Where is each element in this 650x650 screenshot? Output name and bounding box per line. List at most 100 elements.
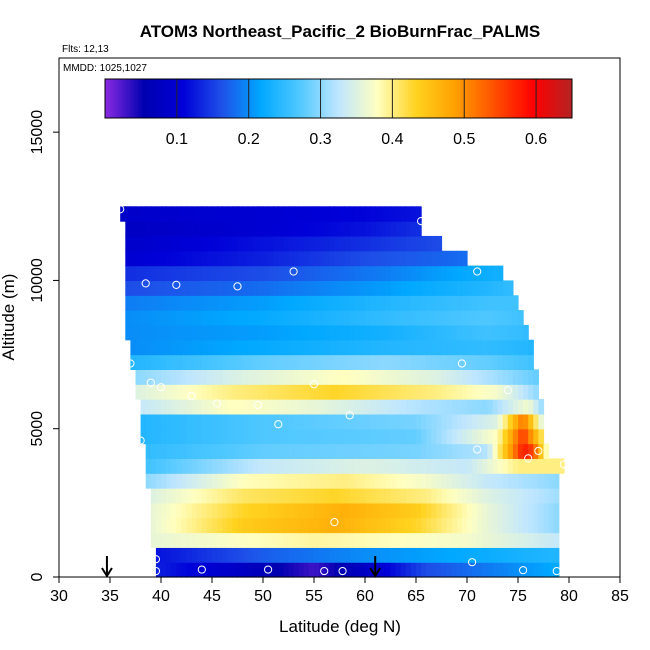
heatmap-cell: [349, 532, 356, 548]
heatmap-cell: [176, 399, 182, 415]
heatmap-cell: [166, 488, 172, 504]
heatmap-cell: [451, 295, 458, 311]
heatmap-cell: [410, 502, 417, 519]
heatmap-cell: [155, 250, 162, 267]
heatmap-cell: [339, 562, 346, 578]
heatmap-cell: [492, 502, 499, 519]
y-tick-label: 15000: [29, 110, 46, 155]
heatmap-cell: [395, 384, 402, 400]
heatmap-cell: [441, 369, 448, 385]
heatmap-cell: [365, 502, 371, 519]
x-tick-label: 85: [611, 588, 629, 605]
heatmap-cell: [242, 206, 249, 222]
heatmap-cell: [329, 310, 335, 326]
heatmap-cell: [370, 221, 376, 237]
heatmap-cell: [533, 369, 539, 385]
heatmap-cell: [212, 473, 218, 489]
heatmap-cell: [492, 354, 499, 370]
heatmap-cell: [461, 532, 468, 548]
heatmap-row: [130, 354, 534, 370]
heatmap-cell: [436, 250, 443, 267]
heatmap-cell: [217, 206, 223, 222]
heatmap-cell: [467, 384, 473, 400]
heatmap-cell: [217, 310, 223, 326]
heatmap-cell: [431, 413, 437, 430]
heatmap-cell: [426, 428, 432, 445]
heatmap-cell: [206, 443, 213, 459]
heatmap-cell: [441, 265, 448, 282]
heatmap-cell: [507, 473, 514, 489]
heatmap-cell: [303, 517, 310, 534]
heatmap-cell: [446, 443, 453, 459]
heatmap-cell: [278, 502, 284, 519]
heatmap-cell: [252, 339, 259, 356]
heatmap-cell: [395, 473, 402, 489]
heatmap-cell: [293, 443, 300, 459]
heatmap-cell: [370, 502, 376, 519]
heatmap-cell: [181, 310, 188, 326]
heatmap-cell: [150, 250, 157, 267]
heatmap-cell: [201, 428, 208, 445]
heatmap-cell: [339, 369, 346, 385]
heatmap-cell: [349, 221, 356, 237]
heatmap-cell: [166, 458, 172, 474]
heatmap-cell: [329, 458, 335, 474]
heatmap-cell: [303, 532, 310, 548]
heatmap-cell: [390, 310, 397, 326]
heatmap-cell: [507, 517, 514, 534]
heatmap-cell: [196, 310, 203, 326]
heatmap-cell: [263, 221, 269, 237]
heatmap-cell: [298, 547, 305, 563]
plot-frame: [58, 57, 621, 578]
heatmap-cell: [293, 488, 300, 504]
heatmap-cell: [217, 339, 223, 356]
heatmap-cell: [349, 562, 356, 578]
heatmap-cell: [140, 324, 147, 341]
heatmap-cell: [380, 339, 386, 356]
heatmap-cell: [375, 517, 381, 534]
heatmap-cell: [273, 562, 279, 578]
heatmap-cell: [416, 562, 422, 578]
heatmap-cell: [171, 473, 177, 489]
heatmap-cell: [502, 547, 509, 563]
heatmap-cell: [319, 488, 325, 504]
heatmap-cell: [201, 502, 208, 519]
heatmap-cell: [314, 221, 320, 237]
flights-label: Flts: 12,13: [62, 44, 109, 55]
heatmap-cell: [176, 458, 182, 474]
heatmap-cell: [150, 502, 157, 519]
colorbar-tick-label: 0.6: [525, 131, 547, 148]
heatmap-cell: [293, 369, 300, 385]
heatmap-cell: [334, 265, 341, 282]
heatmap-cell: [528, 354, 534, 370]
heatmap-cell: [191, 562, 198, 578]
heatmap-cell: [150, 384, 157, 400]
heatmap-cell: [441, 295, 448, 311]
heatmap-cell: [349, 206, 356, 222]
heatmap-cell: [512, 413, 519, 430]
heatmap-cell: [359, 384, 366, 400]
heatmap-cell: [451, 517, 458, 534]
heatmap-cell: [196, 235, 203, 252]
sample-point: [126, 359, 135, 368]
heatmap-cell: [201, 369, 208, 385]
y-tick-label: 0: [29, 572, 46, 581]
heatmap-cell: [553, 562, 560, 578]
heatmap-cell: [502, 280, 509, 296]
heatmap-cell: [502, 473, 509, 489]
heatmap-cell: [242, 265, 249, 282]
heatmap-cell: [344, 502, 351, 519]
heatmap-cell: [186, 547, 193, 563]
heatmap-cell: [487, 488, 494, 504]
heatmap-cell: [278, 235, 284, 252]
heatmap-cell: [365, 265, 371, 282]
heatmap-cell: [431, 562, 437, 578]
heatmap-cell: [400, 443, 407, 459]
heatmap-cell: [451, 532, 458, 548]
heatmap-cell: [380, 562, 386, 578]
heatmap-cell: [365, 280, 371, 296]
heatmap-cell: [405, 532, 412, 548]
heatmap-cell: [125, 310, 131, 326]
heatmap-cell: [329, 369, 335, 385]
heatmap-cell: [303, 235, 310, 252]
